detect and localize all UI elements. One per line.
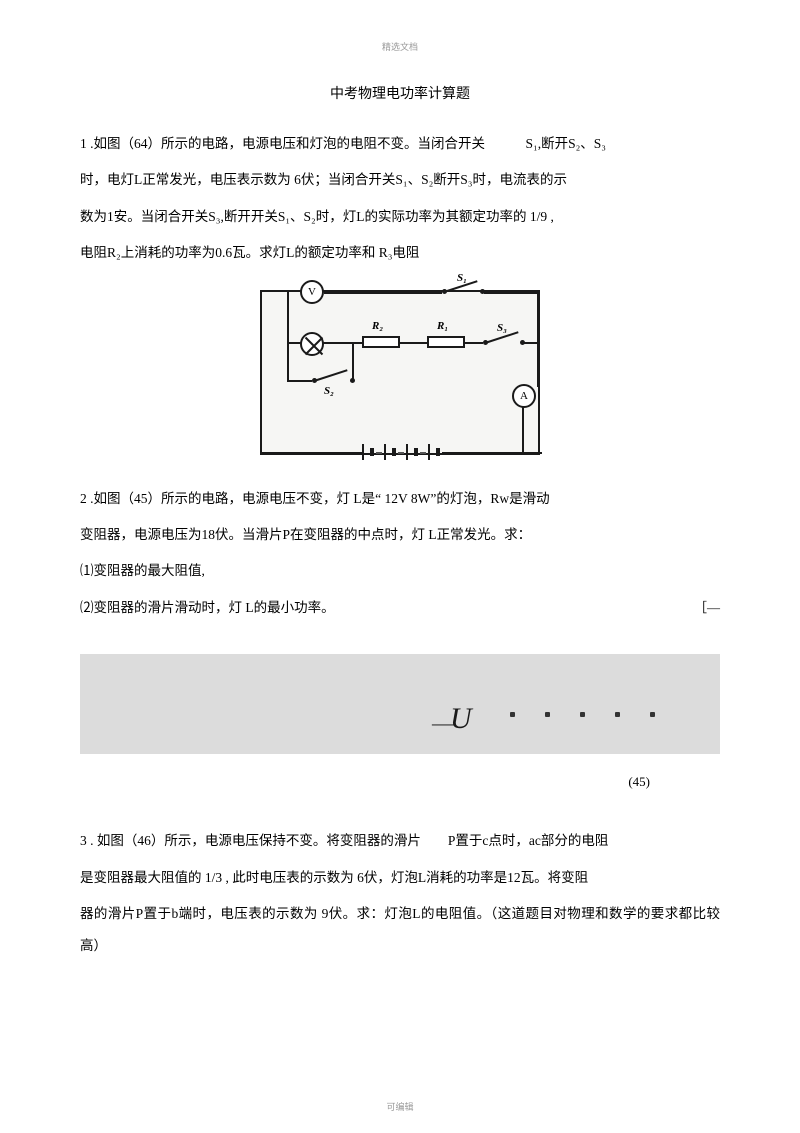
page-header: 精选文档 — [80, 40, 720, 53]
lamp-icon — [300, 332, 324, 356]
resistor-r1-icon — [427, 336, 465, 348]
dot-icon — [650, 712, 655, 717]
q2-bracket: ［— — [694, 592, 720, 623]
voltmeter-icon: V — [300, 280, 324, 304]
dot-icon — [545, 712, 550, 717]
q3-line2: 是变阻器最大阻值的 1/3 , 此时电压表的示数为 6伏，灯泡L消耗的功率是12… — [80, 862, 720, 894]
label-s3: S₃ — [497, 322, 507, 334]
q2-line3: ⑴变阻器的最大阻值, — [80, 555, 720, 587]
label-r2: R₂ — [372, 320, 383, 332]
q1-line4: 电阻R₂上消耗的功率为0.6瓦。求灯L的额定功率和 R₃电阻 — [80, 237, 720, 269]
resistor-r2-icon — [362, 336, 400, 348]
page-footer: 可编辑 — [0, 1100, 800, 1113]
circuit-diagram-1: V R₂ R₁ S₁ S₃ A S₂ — [260, 290, 540, 455]
dot-icon — [510, 712, 515, 717]
q1-line1: 1 .如图（64）所示的电路，电源电压和灯泡的电阻不变。当闭合开关 S₁,断开S… — [80, 128, 720, 160]
label-s2: S₂ — [324, 385, 334, 397]
q2-line4-text: ⑵变阻器的滑片滑动时，灯 L的最小功率。 — [80, 600, 335, 615]
q1-line2: 时，电灯L正常发光，电压表示数为 6伏；当闭合开关S₁、S₂断开S₃时，电流表的… — [80, 164, 720, 196]
switch-s2-icon — [314, 369, 348, 382]
q3-line1: 3 . 如图（46）所示，电源电压保持不变。将变阻器的滑片 P置于c点时，ac部… — [80, 825, 720, 857]
q3-line3: 器的滑片P置于b端时，电压表的示数为 9伏。求：灯泡L的电阻值。（这道题目对物理… — [80, 898, 720, 963]
dot-icon — [615, 712, 620, 717]
q2-line2: 变阻器，电源电压为18伏。当滑片P在变阻器的中点时，灯 L正常发光。求： — [80, 519, 720, 551]
figure-45-label: (45) — [80, 774, 650, 790]
q2-line4: ⑵变阻器的滑片滑动时，灯 L的最小功率。 ［— — [80, 592, 720, 624]
label-r1: R₁ — [437, 320, 448, 332]
q2-line1: 2 .如图（45）所示的电路，电源电压不变，灯 L是“ 12V 8W”的灯泡，R… — [80, 483, 720, 515]
u-symbol: U — [450, 702, 472, 736]
dot-icon — [580, 712, 585, 717]
document-title: 中考物理电功率计算题 — [80, 83, 720, 103]
q1-line3: 数为1安。当闭合开关S₃,断开开关S₁、S₂时，灯L的实际功率为其额定功率的 1… — [80, 201, 720, 233]
figure-45-placeholder: — U — [80, 654, 720, 754]
ammeter-icon: A — [512, 384, 536, 408]
label-s1: S₁ — [457, 272, 467, 284]
